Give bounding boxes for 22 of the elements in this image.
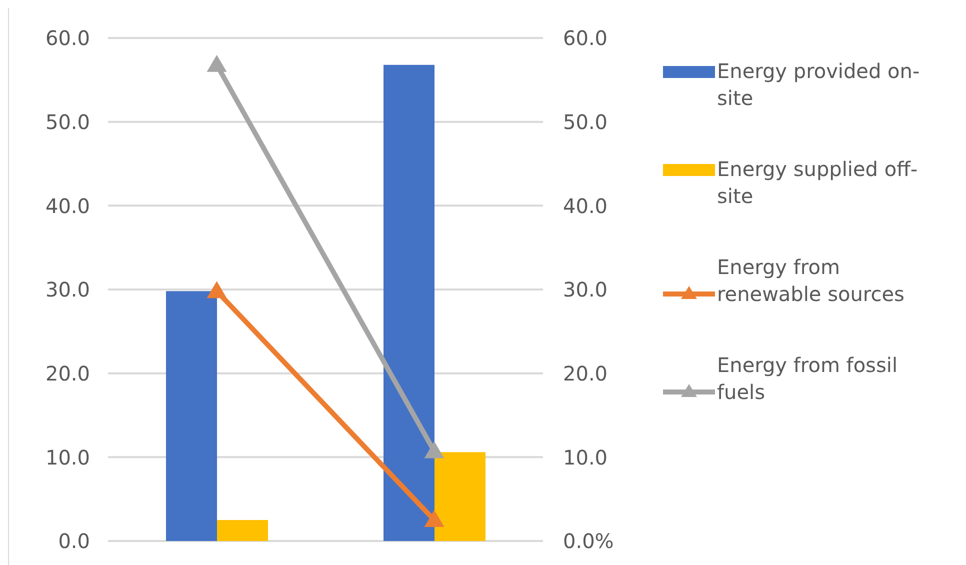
legend-label: Energy supplied off-site	[717, 156, 919, 210]
y-tick-label: 20.0	[45, 361, 90, 386]
y-tick-label: 60.0	[45, 26, 90, 50]
y-tick-label: 50.0	[45, 110, 90, 134]
y2-tick-label: 40.0	[563, 194, 608, 218]
y-tick-label: 40.0	[45, 194, 90, 218]
legend-label: Energy from fossil fuels	[717, 352, 899, 406]
y2-tick-label: 10.0	[563, 445, 608, 470]
y-tick-label: 10.0	[45, 445, 90, 470]
y-tick-label: 0.0	[58, 529, 90, 554]
y2-tick-label: 60.0	[563, 26, 608, 50]
y2-tick-label: 0.0%	[563, 529, 614, 554]
y2-tick-label: 50.0	[563, 110, 608, 134]
y2-tick-label: 20.0	[563, 361, 608, 386]
bar	[217, 520, 268, 541]
y2-tick-label: 30.0	[563, 278, 608, 302]
legend-label: Energy from renewable sources	[717, 254, 906, 308]
y-tick-label: 30.0	[45, 278, 90, 302]
bar	[166, 291, 217, 541]
bar	[434, 452, 486, 541]
legend-label: Energy provided on-site	[717, 58, 921, 112]
bar	[384, 64, 434, 541]
